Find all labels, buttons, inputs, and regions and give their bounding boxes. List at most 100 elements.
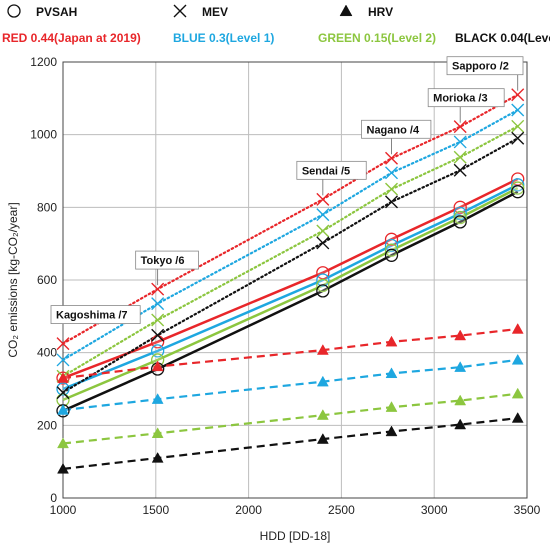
triangle-marker (57, 437, 69, 449)
cross-marker (453, 163, 467, 177)
triangle-marker (511, 323, 524, 334)
legend: PVSAH MEV HRV RED 0.44(Japan at 2019) BLUE 0… (2, 4, 550, 45)
plot-frame (62, 61, 528, 499)
cross-marker (453, 135, 467, 149)
circle-marker (384, 248, 399, 262)
triangle-marker (316, 409, 329, 420)
triangle-marker (385, 367, 398, 379)
series-line (62, 186, 519, 402)
circle-marker (511, 178, 525, 192)
legend-level-label: GREEN 0.15(Level 2) (318, 31, 436, 45)
cross-marker (173, 4, 187, 18)
callout-label: Tokyo /6 (141, 255, 185, 267)
circle-marker (453, 215, 467, 229)
triangle-marker (57, 462, 69, 474)
cross-marker (453, 150, 467, 164)
cross-marker (151, 297, 165, 311)
x-tick-label: 3500 (514, 503, 541, 517)
triangle-marker (57, 404, 69, 415)
x-tick-label: 1500 (142, 503, 169, 517)
triangle-marker (316, 433, 329, 444)
circle-marker (316, 284, 330, 298)
cross-marker (511, 131, 525, 145)
triangle-marker (151, 393, 164, 404)
legend-level-label: RED 0.44(Japan at 2019) (2, 31, 141, 45)
y-tick-label: 1000 (30, 128, 57, 142)
y-tick-label: 0 (50, 491, 57, 505)
cross-marker (316, 236, 330, 250)
circle-marker (384, 238, 399, 253)
triangle-marker (511, 387, 524, 399)
legend-marker-label: HRV (368, 5, 393, 19)
x-tick-label: 3000 (421, 503, 448, 517)
cross-marker (316, 192, 330, 206)
callout-box (446, 56, 524, 76)
callout-box (361, 119, 432, 139)
series-line (62, 190, 519, 412)
callout-label: Morioka /3 (433, 93, 487, 105)
legend-marker-label: MEV (202, 5, 228, 19)
triangle-marker (316, 375, 329, 387)
circle-marker (453, 210, 467, 225)
x-tick-label: 1000 (50, 503, 77, 517)
y-tick-label: 1200 (30, 55, 57, 69)
x-tick-label: 2500 (328, 503, 355, 517)
triangle-marker (151, 427, 164, 438)
y-tick-label: 600 (37, 273, 57, 287)
circle-marker (511, 185, 525, 199)
x-tick-label: 2000 (235, 503, 262, 517)
x-axis-label: HDD [DD-18] (260, 529, 331, 543)
legend-level-label: BLUE 0.3(Level 1) (173, 31, 274, 45)
triangle-marker (339, 4, 353, 17)
cross-marker (151, 313, 165, 327)
cross-marker (316, 224, 330, 238)
circle-marker (151, 344, 165, 358)
triangle-marker (511, 353, 524, 365)
triangle-marker (454, 329, 467, 341)
series-line (62, 358, 518, 412)
cross-marker (56, 337, 70, 351)
triangle-marker (511, 412, 524, 423)
cross-marker (385, 195, 399, 209)
cross-marker (56, 386, 70, 400)
circle-marker (7, 4, 21, 18)
series-line (62, 327, 518, 380)
legend-level-label: BLACK 0.04(Level3) (455, 31, 550, 45)
callout-box (50, 305, 141, 324)
axes: 0 200 400 600 800 1000 1200 1000 1500 2000 2500 300… (6, 55, 541, 543)
cross-marker (385, 166, 399, 180)
y-axis-label: CO₂ emissions [kg-CO₂/year] (6, 202, 20, 357)
cross-marker (151, 282, 165, 296)
cross-marker (453, 120, 467, 134)
callout-label: Kagoshima /7 (56, 310, 128, 322)
triangle-marker (454, 361, 467, 372)
triangle-marker (454, 418, 467, 430)
cross-marker (511, 103, 525, 117)
triangle-marker (57, 372, 69, 383)
circle-marker (384, 243, 399, 257)
triangle-marker (385, 335, 398, 347)
series-line (61, 137, 519, 394)
series-line (62, 392, 518, 445)
cross-marker (511, 119, 525, 133)
y-tick-label: 200 (37, 418, 57, 432)
circle-marker (56, 382, 70, 396)
y-tick-label: 400 (37, 346, 57, 360)
cross-marker (385, 151, 399, 165)
markers-group (56, 88, 525, 474)
series-line (62, 177, 519, 380)
callout-label: Nagano /4 (367, 124, 420, 136)
triangle-marker (316, 344, 329, 355)
triangle-marker (385, 401, 398, 412)
callout-label: Sapporo /2 (452, 61, 509, 73)
callout-label: Sendai /5 (302, 165, 350, 177)
series-line (62, 183, 519, 391)
cross-marker (56, 353, 70, 367)
series-group (61, 93, 519, 470)
callout-box (135, 250, 199, 270)
triangle-marker (151, 452, 164, 463)
series-line (61, 108, 519, 361)
cross-marker (316, 208, 330, 222)
y-tick-label: 800 (37, 200, 57, 214)
